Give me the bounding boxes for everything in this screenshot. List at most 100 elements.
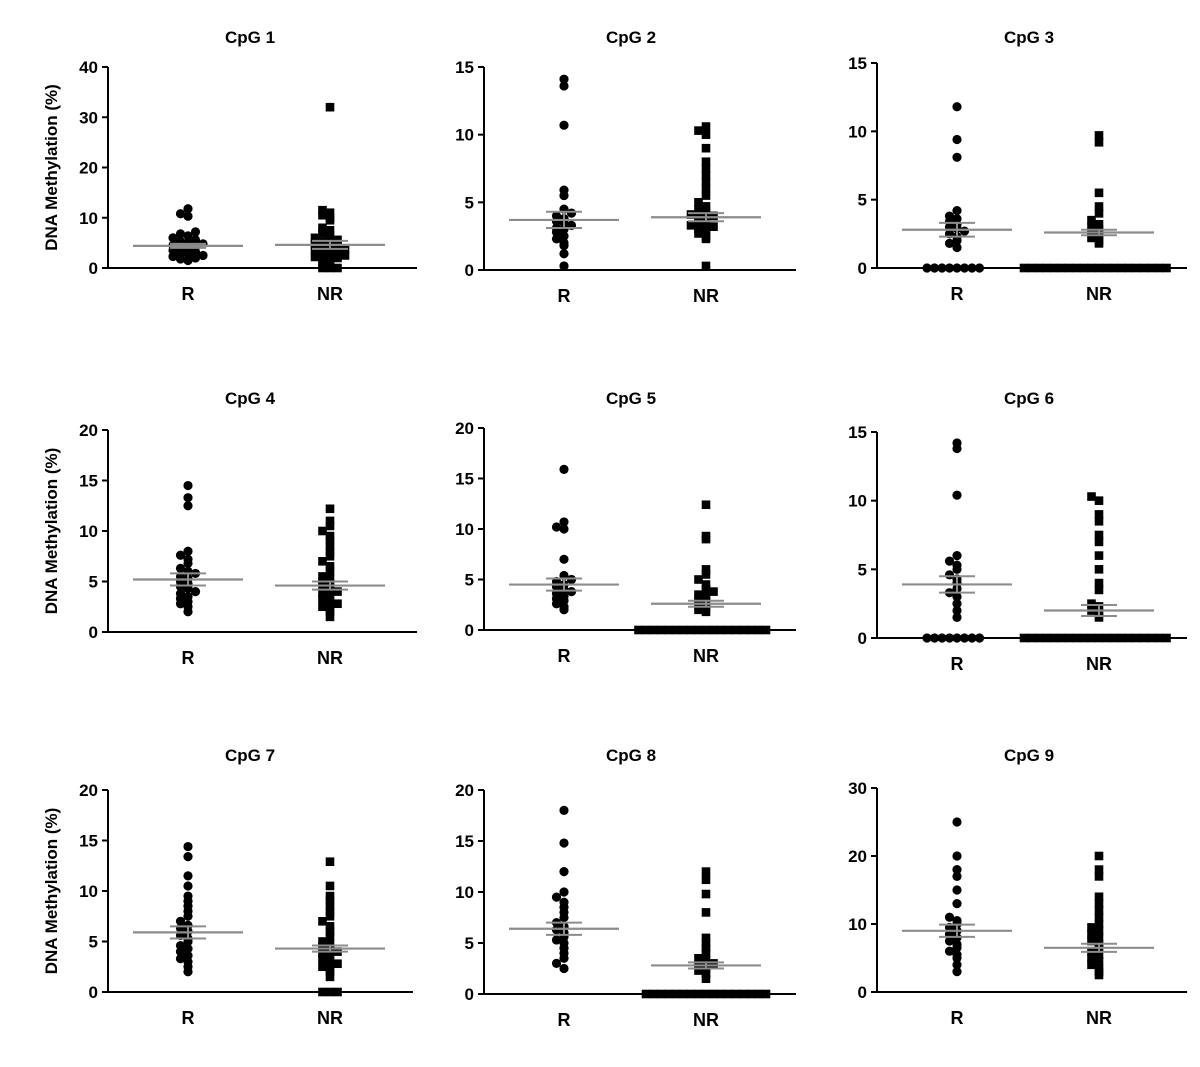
data-point-nr [1057,633,1066,643]
data-point-nr [709,222,718,231]
data-point-nr [325,612,335,622]
panel-title: CpG 6 [1004,389,1054,408]
data-point-nr [325,102,335,112]
data-point-r [551,935,562,945]
data-point-nr [1094,892,1104,902]
data-point-nr [1087,633,1096,643]
data-point-nr [1094,537,1104,547]
y-tick-label: 10 [848,915,867,934]
data-point-r [944,946,955,956]
data-point-nr [1087,263,1096,273]
data-point-r [952,152,962,162]
data-point-nr [333,253,342,263]
data-point-nr [1094,131,1104,140]
data-point-nr [701,500,711,510]
y-tick-label: 20 [79,781,98,800]
data-point-r [952,939,962,950]
x-tick-label: R [951,1008,964,1028]
y-tick-label: 0 [858,629,867,648]
data-point-nr [701,202,711,211]
y-tick-label: 15 [455,470,474,489]
data-point-nr [754,625,763,635]
data-point-nr [318,228,327,238]
data-point-nr [318,263,327,273]
data-point-nr [694,198,703,207]
data-point-r [566,574,577,585]
y-tick-label: 15 [455,832,474,851]
data-point-nr [701,607,711,617]
data-point-nr [325,231,335,240]
data-point-nr [1117,263,1126,273]
data-point-nr [686,625,696,635]
data-point-r [183,891,193,901]
y-tick-label: 10 [455,126,474,145]
data-point-nr [1094,906,1104,915]
data-point-nr [1094,865,1104,874]
data-point-nr [325,901,335,911]
data-point-r [952,950,962,960]
data-point-r [559,120,569,130]
data-point-nr [701,938,711,948]
data-point-nr [686,210,696,219]
x-tick-label: R [182,1008,195,1028]
data-point-nr [701,261,711,271]
data-point-r [937,633,947,643]
data-point-nr [709,625,718,635]
data-point-nr [746,989,756,999]
data-point-r [566,587,577,597]
data-point-nr [318,557,327,566]
data-point-r [559,74,569,84]
data-point-r [551,892,562,902]
data-point-r [937,263,947,273]
panel-5: CpG 5 0 5 10 15 20 R NR [455,389,796,666]
data-point-nr [1154,633,1164,643]
data-point-nr [679,625,688,635]
data-point-r [952,817,962,827]
y-tick-label: 20 [79,421,98,440]
panel-title: CpG 2 [606,28,656,47]
y-tick-label: 5 [858,191,867,210]
data-point-nr [1034,263,1044,273]
data-point-nr [1139,633,1149,643]
data-point-nr [1102,633,1111,643]
data-point-r [183,255,193,266]
data-point-nr [325,891,335,901]
data-point-nr [701,531,711,541]
y-tick-label: 0 [465,261,474,280]
y-tick-label: 0 [89,623,98,642]
data-point-r [974,263,985,273]
y-tick-label: 20 [848,847,867,866]
y-tick-label: 10 [848,122,867,141]
data-point-nr [739,625,748,635]
data-point-r [183,943,193,954]
data-point-r [183,501,193,511]
data-point-nr [325,521,335,531]
data-point-nr [325,896,335,906]
data-point-nr [325,541,335,551]
data-point-r [559,249,569,259]
data-point-r [952,960,962,970]
data-point-r [952,967,962,977]
data-point-r [944,238,955,248]
data-point-nr [701,565,711,574]
data-point-nr [701,933,711,943]
data-point-nr [1072,263,1081,273]
data-point-nr [671,989,681,999]
panel-3: CpG 3 0 5 10 15 R NR [848,28,1187,304]
data-point-r [175,916,186,926]
data-point-r [559,554,569,564]
data-point-r [183,592,193,602]
data-point-r [952,134,962,145]
data-point-nr [1042,633,1051,643]
data-point-nr [310,233,320,243]
data-point-r [559,887,569,897]
data-point-nr [1094,633,1104,643]
panel-title: CpG 4 [225,389,276,408]
data-point-nr [1042,263,1051,273]
data-point-nr [701,130,711,139]
data-point-nr [325,964,335,974]
data-point-r [551,234,562,244]
data-point-nr [325,911,335,921]
data-point-nr [333,247,342,257]
y-tick-label: 0 [89,983,98,1002]
